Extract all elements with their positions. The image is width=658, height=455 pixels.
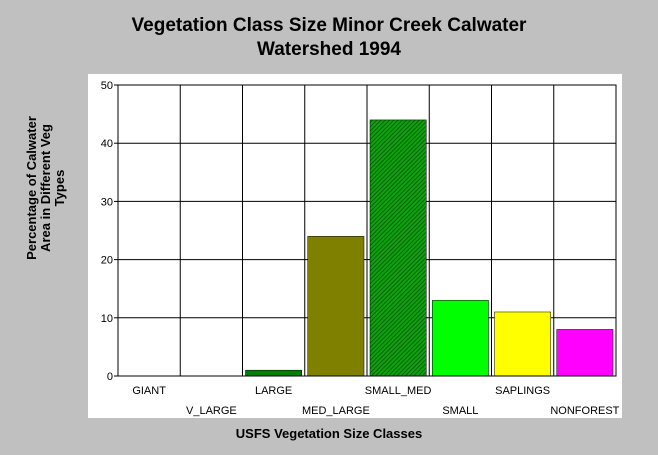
chart-title: Vegetation Class Size Minor Creek Calwat… bbox=[0, 14, 658, 62]
chart-title-line-1: Vegetation Class Size Minor Creek Calwat… bbox=[131, 15, 527, 36]
y-tick-label: 40 bbox=[101, 138, 113, 150]
x-axis-label: USFS Vegetation Size Classes bbox=[235, 426, 423, 441]
x-tick-label: V_LARGE bbox=[186, 405, 237, 417]
y-axis-label: Percentage of Calwater Area in Different… bbox=[24, 68, 67, 308]
bar-small bbox=[432, 300, 489, 377]
y-tick-label: 50 bbox=[101, 80, 113, 92]
x-tick-label: SAPLINGS bbox=[495, 385, 550, 397]
y-axis-label-line-2: Area in Different Veg bbox=[38, 124, 53, 252]
bar-large bbox=[245, 369, 302, 377]
bar-nonforest bbox=[556, 329, 614, 377]
bar-saplings bbox=[494, 311, 551, 377]
y-axis-label-line-1: Percentage of Calwater bbox=[24, 116, 39, 260]
bar-med-large bbox=[307, 236, 365, 377]
chart-title-line-2: Watershed 1994 bbox=[257, 39, 401, 60]
x-tick-label: SMALL bbox=[442, 405, 478, 417]
plot-frame bbox=[117, 84, 617, 377]
y-tick-label: 20 bbox=[101, 255, 113, 267]
x-tick-label: GIANT bbox=[132, 385, 166, 397]
bar-small-med bbox=[369, 119, 427, 377]
y-tick-label: 10 bbox=[101, 313, 113, 325]
x-tick-label: LARGE bbox=[255, 385, 292, 397]
x-tick-label: MED_LARGE bbox=[302, 405, 370, 417]
y-tick-label: 30 bbox=[101, 196, 113, 208]
y-axis-label-line-3: Types bbox=[52, 169, 67, 207]
y-tick-label: 0 bbox=[107, 371, 113, 383]
x-tick-label: SMALL_MED bbox=[365, 385, 432, 397]
x-tick-label: NONFOREST bbox=[550, 405, 619, 417]
